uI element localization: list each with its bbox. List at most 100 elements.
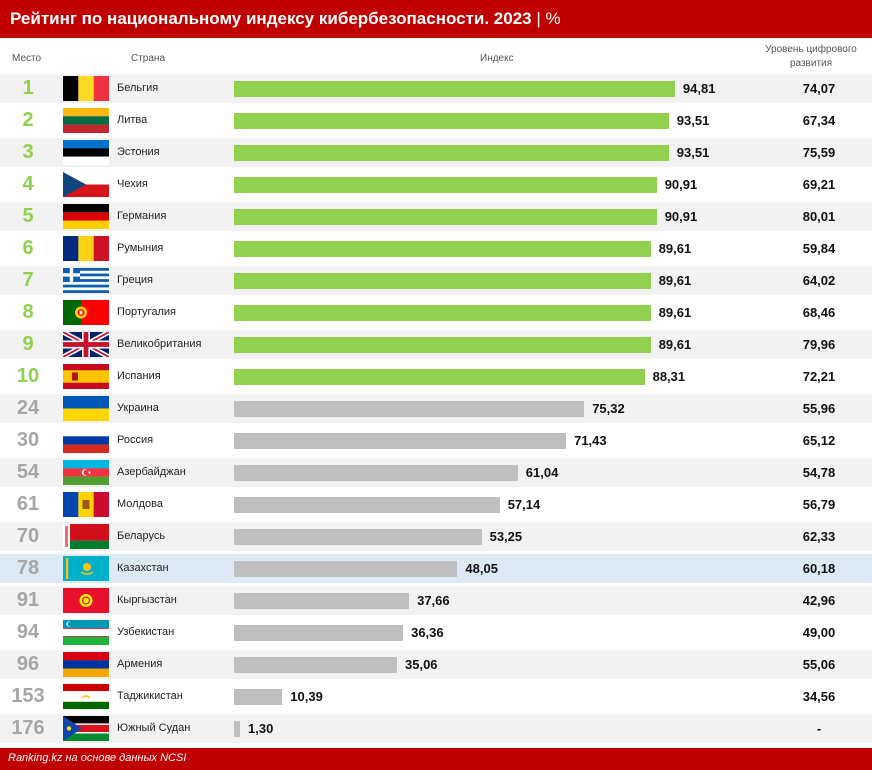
index-bar (234, 369, 645, 385)
table-row: 24 Украина 75,32 55,96 (0, 394, 872, 423)
index-value-label: 89,61 (658, 273, 692, 288)
digital-development-value: 72,21 (802, 369, 836, 384)
rank-value: 4 (22, 173, 34, 195)
digital-development-value: 69,21 (802, 177, 836, 192)
portugal-flag-icon (63, 300, 109, 325)
digital-development-value: 67,34 (802, 113, 836, 128)
table-row: 94 Узбекистан 36,36 49,00 (0, 618, 872, 647)
table-row: 96 Армения 35,06 55,06 (0, 650, 872, 679)
rank-value: 6 (22, 237, 34, 259)
table-row: 10 Испания 88,31 72,21 (0, 362, 872, 391)
column-header-digital: Уровень цифрового развития (756, 44, 866, 69)
index-value-label: 93,51 (676, 145, 710, 160)
country-label: Россия (117, 434, 154, 446)
table-row: 7 Греция 89,61 64,02 (0, 266, 872, 295)
table-row: 3 Эстония 93,51 75,59 (0, 138, 872, 167)
index-value-label: 88,31 (652, 369, 686, 384)
index-bar (234, 401, 585, 417)
index-bar (234, 177, 657, 193)
romania-flag-icon (63, 236, 109, 261)
index-bar (234, 273, 651, 289)
index-value-label: 89,61 (658, 305, 692, 320)
table-row: 153 Таджикистан 10,39 34,56 (0, 682, 872, 711)
chart-title: Рейтинг по национальному индексу кибербе… (10, 9, 561, 29)
country-label: Румыния (117, 242, 164, 254)
tajikistan-flag-icon (63, 684, 109, 709)
table-row: 6 Румыния 89,61 59,84 (0, 234, 872, 263)
uk-flag-icon (63, 332, 109, 357)
table-row: 91 Кыргызстан 37,66 42,96 (0, 586, 872, 615)
index-bar (234, 497, 500, 513)
table-row: 5 Германия 90,91 80,01 (0, 202, 872, 231)
table-row: 54 Азербайджан 61,04 54,78 (0, 458, 872, 487)
digital-development-value: 56,79 (802, 497, 836, 512)
moldova-flag-icon (63, 492, 109, 517)
index-value-label: 93,51 (676, 113, 710, 128)
digital-development-value: 79,96 (802, 337, 836, 352)
column-header-country: Страна (131, 53, 166, 64)
digital-development-value: 74,07 (802, 81, 836, 96)
country-label: Кыргызстан (117, 594, 177, 606)
country-label: Португалия (117, 306, 176, 318)
index-value-label: 89,61 (658, 241, 692, 256)
source-note: Ranking.kz на основе данных NCSI (8, 752, 187, 764)
ukraine-flag-icon (63, 396, 109, 421)
country-label: Бельгия (117, 82, 159, 94)
rank-value: 10 (16, 365, 40, 387)
chart-header: Рейтинг по национальному индексу кибербе… (0, 0, 872, 38)
index-value-label: 90,91 (664, 209, 698, 224)
country-label: Беларусь (117, 530, 166, 542)
rank-value: 1 (22, 77, 34, 99)
index-value-label: 35,06 (405, 657, 438, 672)
belgium-flag-icon (63, 76, 109, 101)
digital-development-value: 55,06 (802, 657, 836, 672)
chart-footer: Ranking.kz на основе данных NCSI (0, 748, 872, 770)
index-value-label: 10,39 (290, 689, 323, 704)
rank-value: 8 (22, 301, 34, 323)
table-row: 9 Великобритания 89,61 79,96 (0, 330, 872, 359)
spain-flag-icon (63, 364, 109, 389)
kazakhstan-flag-icon (63, 556, 109, 581)
kyrgyzstan-flag-icon (63, 588, 109, 613)
rank-value: 2 (22, 109, 34, 131)
country-label: Украина (117, 402, 159, 414)
table-row: 2 Литва 93,51 67,34 (0, 106, 872, 135)
rank-value: 153 (11, 685, 45, 707)
index-value-label: 1,30 (248, 721, 274, 736)
russia-flag-icon (63, 428, 109, 453)
rank-value: 30 (16, 429, 40, 451)
belarus-flag-icon (63, 524, 109, 549)
index-value-label: 48,05 (465, 561, 498, 576)
table-row: 8 Португалия 89,61 68,46 (0, 298, 872, 327)
digital-development-value: 34,56 (802, 689, 836, 704)
index-value-label: 37,66 (417, 593, 450, 608)
country-label: Германия (117, 210, 167, 222)
country-label: Армения (117, 658, 163, 670)
south-sudan-flag-icon (63, 716, 109, 741)
azerbaijan-flag-icon (63, 460, 109, 485)
rank-value: 54 (16, 461, 40, 483)
index-value-label: 61,04 (525, 465, 559, 480)
table-row: 176 Южный Судан 1,30 - (0, 714, 872, 743)
digital-development-value: 65,12 (802, 433, 836, 448)
digital-development-value: 49,00 (802, 625, 836, 640)
table-row: 61 Молдова 57,14 56,79 (0, 490, 872, 519)
title-unit: % (545, 9, 561, 28)
country-label: Азербайджан (117, 466, 186, 478)
lithuania-flag-icon (63, 108, 109, 133)
rank-value: 91 (16, 589, 40, 611)
country-label: Великобритания (117, 338, 202, 350)
digital-development-value: 42,96 (802, 593, 836, 608)
country-label: Эстония (117, 146, 160, 158)
index-bar (234, 305, 651, 321)
index-bar (234, 337, 651, 353)
rank-value: 24 (16, 397, 40, 419)
index-value-label: 36,36 (411, 625, 444, 640)
country-label: Казахстан (117, 562, 169, 574)
index-bar (234, 113, 669, 129)
column-header-digital-line1: Уровень цифрового (765, 44, 857, 55)
index-bar (234, 721, 240, 737)
column-header-rank: Место (12, 53, 42, 64)
index-value-label: 71,43 (574, 433, 607, 448)
index-value-label: 75,32 (592, 401, 625, 416)
